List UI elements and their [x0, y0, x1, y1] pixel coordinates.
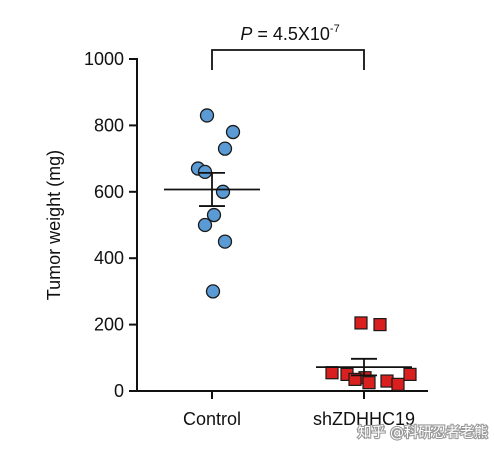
- treatment-point: [380, 374, 394, 388]
- control-point: [205, 284, 221, 299]
- control-point: [225, 124, 241, 140]
- control-point: [215, 184, 231, 199]
- y-tick-label: 200: [94, 315, 124, 335]
- control-point: [197, 217, 213, 233]
- data-points: [190, 108, 417, 391]
- treatment-point: [325, 366, 339, 380]
- y-tick-label: 800: [94, 115, 124, 135]
- control-point: [199, 108, 215, 123]
- x-tick-label: shZDHHC19: [313, 409, 415, 429]
- watermark: 知乎 @科研忍者老熊: [358, 424, 488, 441]
- p-value-text: = 4.5X10: [252, 24, 330, 44]
- x-categories: Control shZDHHC19: [183, 391, 415, 429]
- control-point: [197, 164, 213, 180]
- p-value-exponent: -7: [330, 23, 340, 35]
- treatment-point: [373, 318, 387, 332]
- treatment-point: [391, 377, 405, 391]
- y-axis-title: Tumor weight (mg): [44, 150, 64, 300]
- y-tick-label: 400: [94, 248, 124, 268]
- y-tick-label: 0: [114, 381, 124, 401]
- treatment-point: [403, 367, 417, 381]
- control-point: [217, 234, 233, 249]
- y-tick-label: 1000: [84, 49, 124, 69]
- significance-bracket: [211, 49, 365, 70]
- mean-sem-bars: [164, 171, 412, 377]
- x-tick-label: Control: [183, 409, 241, 429]
- p-value-prefix: P: [240, 24, 252, 44]
- treatment-point: [354, 316, 368, 330]
- y-ticks: 0 200 400 600 800 1000: [84, 49, 137, 401]
- treatment-point: [348, 372, 362, 386]
- treatment-point: [362, 376, 376, 390]
- control-point: [217, 141, 233, 156]
- control-point: [206, 207, 222, 223]
- p-value-annotation: P = 4.5X10-7: [240, 23, 339, 44]
- y-tick-label: 600: [94, 182, 124, 202]
